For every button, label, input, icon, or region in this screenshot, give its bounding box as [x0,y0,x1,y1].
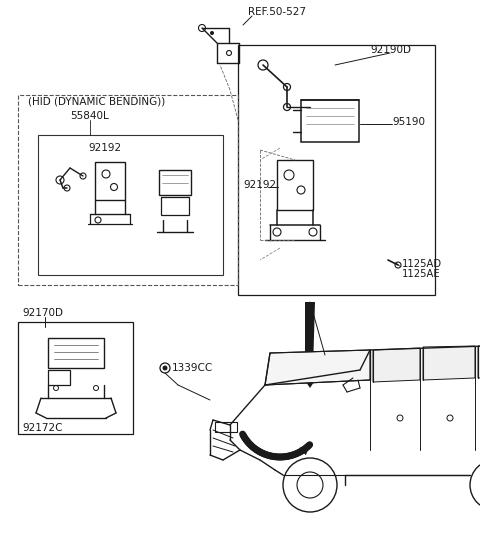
Text: 1125AE: 1125AE [402,269,441,279]
Bar [38,135,223,275]
Bar [215,422,237,432]
Polygon shape [478,345,480,378]
Text: 95190: 95190 [392,117,425,127]
Text: 55840L: 55840L [71,111,109,121]
Polygon shape [265,350,370,385]
Polygon shape [373,348,420,382]
Bar [159,170,191,195]
Text: 92192: 92192 [243,180,276,190]
Text: 1339CC: 1339CC [172,363,213,373]
Text: 92172C: 92172C [22,423,62,433]
Bar [161,197,189,215]
Text: REF.50-527: REF.50-527 [248,7,306,17]
Polygon shape [305,302,315,370]
Polygon shape [298,370,322,388]
Bar [238,45,435,295]
Text: (HID (DYNAMIC BENDING)): (HID (DYNAMIC BENDING)) [28,97,165,107]
Text: 1125AD: 1125AD [402,259,442,269]
Bar [301,100,359,142]
Text: 92170D: 92170D [22,308,63,318]
Bar [18,95,238,285]
Text: 92192: 92192 [88,143,121,153]
Polygon shape [423,346,475,380]
Bar [48,370,70,385]
Polygon shape [299,445,310,455]
Circle shape [211,32,214,35]
Circle shape [163,366,167,370]
Bar [18,322,133,434]
Text: 92190D: 92190D [370,45,411,55]
Bar [48,338,104,368]
